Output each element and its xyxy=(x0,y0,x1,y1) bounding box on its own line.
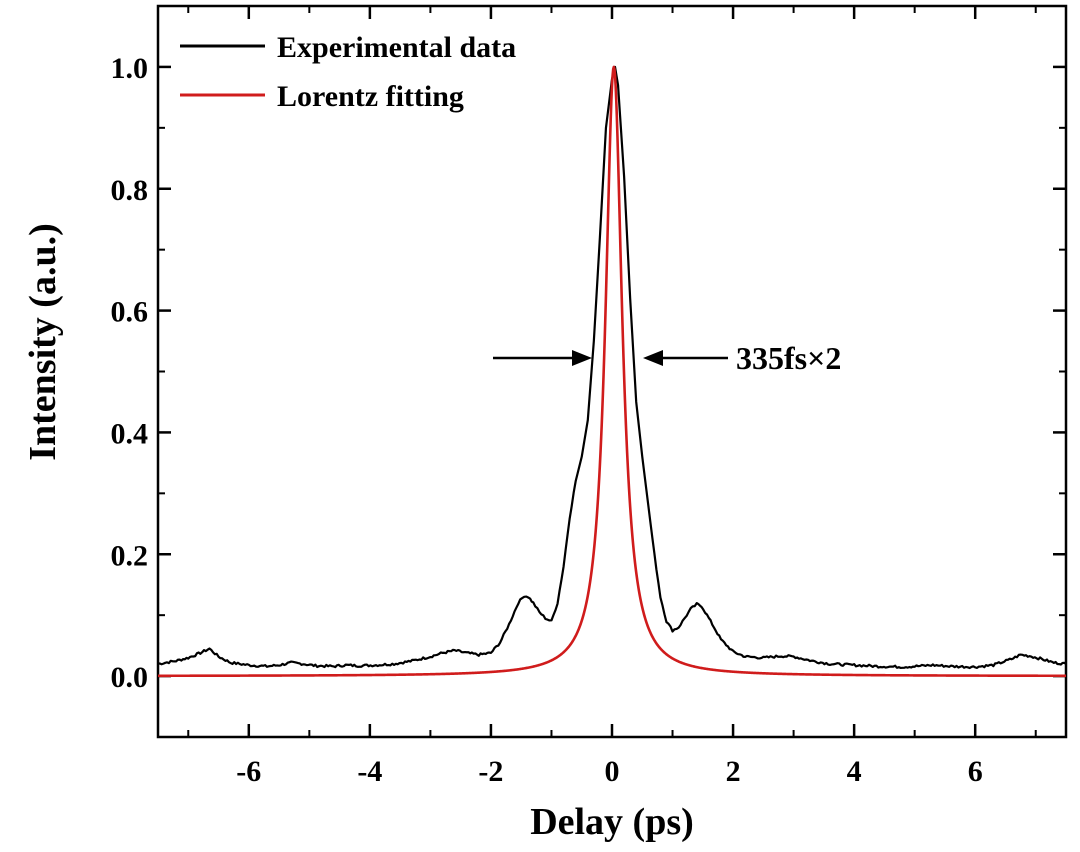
axis-ticks xyxy=(158,5,1066,738)
x-tick-label: 2 xyxy=(726,755,741,788)
x-tick-labels: -6 -4 -2 0 2 4 6 xyxy=(236,755,982,788)
legend-label-experimental: Experimental data xyxy=(277,31,516,64)
y-tick-label: 0.2 xyxy=(111,539,149,572)
right-arrow-head xyxy=(643,350,663,366)
series-layer xyxy=(157,65,1067,678)
left-arrow-head xyxy=(572,350,592,366)
y-tick-label: 0.4 xyxy=(111,417,149,450)
x-tick-label: 0 xyxy=(605,755,620,788)
x-tick-label: 4 xyxy=(847,755,862,788)
series-experimental-line xyxy=(157,65,1067,670)
y-tick-label: 0.6 xyxy=(111,296,149,329)
x-tick-label: -4 xyxy=(357,755,382,788)
x-tick-label: -2 xyxy=(478,755,503,788)
x-tick-label: -6 xyxy=(236,755,261,788)
legend-label-lorentz: Lorentz fitting xyxy=(277,80,464,113)
y-tick-labels: 0.0 0.2 0.4 0.6 0.8 1.0 xyxy=(111,52,149,694)
legend: Experimental data Lorentz fitting xyxy=(180,31,516,113)
x-tick-label: 6 xyxy=(968,755,983,788)
y-tick-label: 1.0 xyxy=(111,52,149,85)
x-axis-title: Delay (ps) xyxy=(530,801,694,843)
fwhm-annotation: 335fs×2 xyxy=(493,340,841,376)
y-tick-label: 0.8 xyxy=(111,174,149,207)
series-lorentz-line xyxy=(157,65,1067,678)
y-tick-label: 0.0 xyxy=(111,661,149,694)
y-axis-title: Intensity (a.u.) xyxy=(22,223,64,461)
fwhm-label: 335fs×2 xyxy=(736,340,841,376)
